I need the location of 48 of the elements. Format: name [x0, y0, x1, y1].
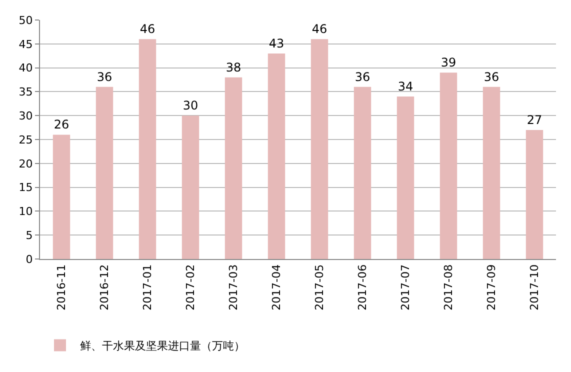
x-tick-label: 2017-09: [485, 264, 498, 310]
x-tick-label: 2016-11: [55, 264, 68, 310]
x-tick-label: 2017-06: [356, 264, 370, 310]
x-tick-label: 2017-01: [141, 264, 154, 310]
bar: [224, 77, 242, 259]
bar: [396, 96, 414, 259]
data-label: 27: [526, 112, 542, 127]
y-tick-label: 5: [26, 228, 33, 242]
y-tick-label: 30: [18, 109, 33, 122]
y-tick-label: 15: [18, 181, 33, 194]
data-label: 46: [312, 22, 328, 36]
data-label: 36: [96, 70, 112, 84]
legend-label: 鲜、干水果及坚果进口量（万吨）: [80, 339, 245, 352]
y-tick-label: 45: [18, 38, 33, 51]
x-tick-label: 2017-02: [184, 264, 198, 310]
bar: [138, 39, 156, 259]
data-label: 36: [484, 70, 500, 84]
bar: [310, 39, 328, 259]
data-label: 39: [440, 56, 456, 70]
bar: [96, 86, 114, 259]
x-tick-label: 2017-05: [313, 264, 326, 310]
y-tick-label: 0: [26, 252, 33, 266]
data-label: 38: [226, 60, 242, 74]
y-tick-label: 35: [18, 86, 33, 99]
x-tick-label: 2017-10: [528, 264, 542, 310]
x-tick-label: 2017-07: [399, 264, 412, 310]
y-tick-label: 10: [18, 205, 33, 218]
y-tick-label: 40: [18, 62, 33, 75]
data-label: 46: [140, 22, 156, 36]
data-label: 34: [398, 79, 414, 94]
x-tick-label: 2016-12: [98, 264, 112, 310]
data-label: 43: [268, 36, 284, 50]
bar: [354, 86, 372, 259]
bar: [526, 130, 544, 259]
x-tick-label: 2017-08: [442, 264, 456, 310]
data-label: 26: [54, 118, 70, 132]
x-tick-label: 2017-04: [270, 264, 284, 310]
bar: [182, 116, 200, 259]
x-tick-label: 2017-03: [227, 264, 240, 310]
bar: [440, 72, 458, 259]
data-label: 30: [182, 98, 198, 113]
y-tick-label: 20: [18, 157, 33, 170]
y-tick-label: 50: [18, 14, 33, 27]
bar: [268, 53, 286, 259]
data-label: 36: [354, 70, 370, 84]
bar: [482, 86, 500, 259]
bar: [52, 134, 70, 259]
y-tick-label: 25: [18, 133, 33, 146]
